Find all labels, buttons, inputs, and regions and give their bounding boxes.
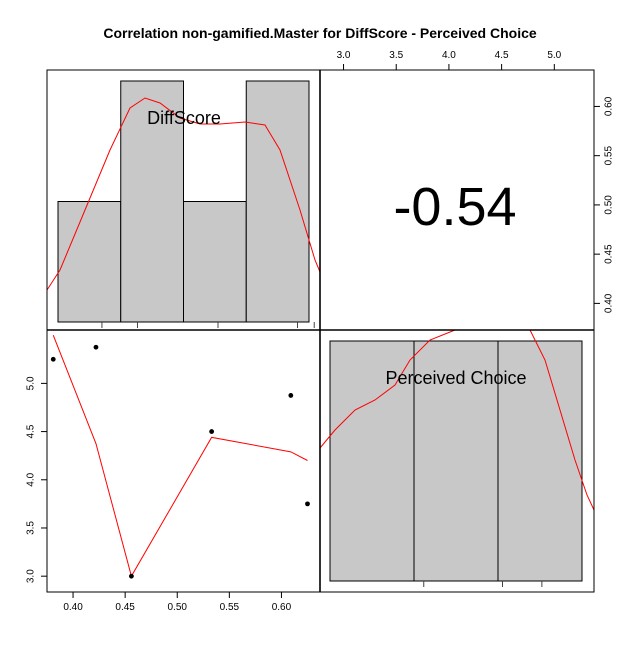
scatter-point — [93, 344, 99, 350]
top-axis-tick-label: 4.5 — [495, 50, 509, 61]
left-axis-tick-label: 5.0 — [26, 376, 37, 390]
bottom-axis-tick-label: 0.45 — [115, 602, 135, 613]
left-axis-tick-label: 3.0 — [26, 569, 37, 583]
choice-density-curve-right — [529, 329, 595, 511]
scatter-layer — [50, 344, 310, 579]
top-axis-tick-label: 3.5 — [389, 50, 403, 61]
left-axis-tick-label: 4.5 — [26, 424, 37, 438]
correlation-value: -0.54 — [393, 177, 516, 237]
choice-variable-label: Perceived Choice — [385, 368, 526, 388]
choice-hist-bar — [497, 340, 583, 582]
diffscore-hist-bar — [57, 201, 122, 323]
bottom-axis-tick-label: 0.50 — [168, 602, 188, 613]
density-layer — [46, 97, 595, 578]
histogram-layer — [57, 80, 583, 587]
panel-frames — [46, 69, 595, 593]
right-axis-tick-label: 0.50 — [604, 195, 615, 215]
bottom-axis-tick-label: 0.40 — [63, 602, 83, 613]
diffscore-hist-bar — [183, 201, 247, 323]
top-axis-tick-label: 4.0 — [442, 50, 456, 61]
choice-density-curve-left — [319, 329, 456, 449]
scatter-point — [305, 501, 310, 507]
scatter-point — [209, 429, 215, 434]
diffscore-hist-bar — [120, 80, 184, 323]
diffscore-variable-label: DiffScore — [147, 108, 221, 128]
right-axis-tick-label: 0.45 — [604, 244, 615, 264]
axes-layer: 0.40 0.45 0.50 0.55 0.60 0.40 0.45 0.50 0.55 0.60… — [26, 50, 615, 613]
bottom-axis-tick-label: 0.60 — [272, 602, 292, 613]
choice-hist-bar — [413, 340, 499, 582]
scatter-point — [129, 573, 134, 579]
scatter-point — [288, 393, 294, 398]
choice-hist-bar — [329, 340, 415, 582]
diffscore-density-curve — [46, 97, 321, 291]
label-layer: DiffScore Perceived Choice -0.54 — [147, 108, 526, 388]
left-axis-tick-label: 3.5 — [26, 521, 37, 535]
chart-title: Correlation non-gamified.Master for Diff… — [103, 25, 537, 41]
bottom-axis-tick-label: 0.55 — [220, 602, 240, 613]
top-axis-tick-label: 3.0 — [337, 50, 351, 61]
right-axis-tick-label: 0.55 — [604, 146, 615, 166]
diffscore-hist-bar — [245, 80, 310, 323]
scatter-smooth-line — [52, 334, 308, 578]
right-axis-tick-label: 0.60 — [604, 96, 615, 116]
top-axis-tick-label: 5.0 — [547, 50, 561, 61]
scatter-point — [50, 356, 56, 362]
left-axis-tick-label: 4.0 — [26, 472, 37, 486]
right-axis-tick-label: 0.40 — [604, 293, 615, 313]
